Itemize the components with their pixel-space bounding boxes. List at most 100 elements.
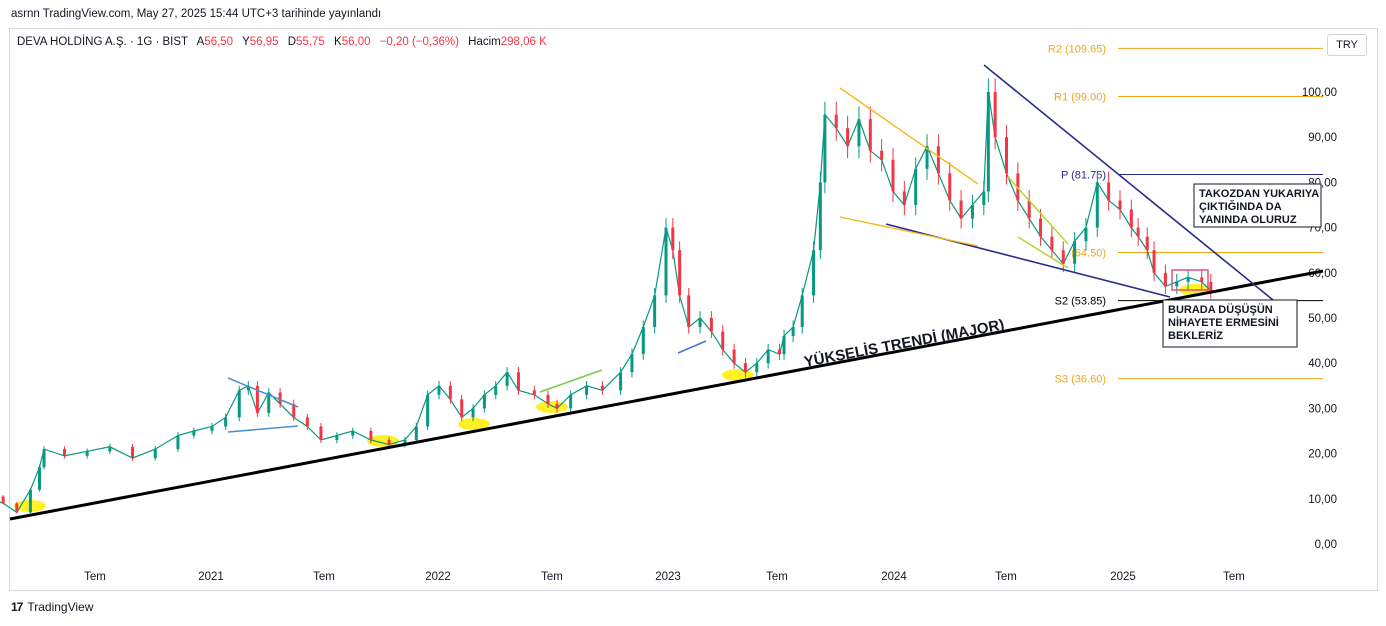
tradingview-logo-text: TradingView: [27, 600, 94, 614]
candle-body: [1027, 200, 1031, 219]
candle-body: [62, 449, 66, 456]
currency-button[interactable]: TRY: [1327, 34, 1367, 56]
pivot-label: R1 (99.00): [1054, 92, 1106, 104]
candle-body: [993, 92, 997, 138]
candle-body: [868, 119, 872, 151]
candle-body: [569, 394, 573, 409]
candle-body: [28, 489, 32, 513]
pivot-label: P (81.75): [1061, 169, 1106, 181]
pattern-line: [227, 377, 299, 408]
candle-body: [1129, 209, 1133, 228]
pivot-label: S3 (36.60): [1055, 374, 1106, 386]
candle-body: [305, 417, 309, 427]
candle-body: [437, 385, 441, 395]
candle-body: [891, 159, 895, 192]
candle-body: [494, 385, 498, 395]
y-tick-label: 40,00: [1308, 358, 1337, 370]
candle-body: [176, 435, 180, 450]
candle-body: [546, 394, 550, 404]
candle-body: [1136, 227, 1140, 237]
candle-body: [1145, 236, 1149, 251]
candle-body: [732, 349, 736, 364]
pivot-label: (64.50): [1071, 247, 1106, 259]
price-series-line: [0, 91, 1212, 514]
candle-body: [15, 503, 19, 513]
candle-body: [902, 191, 906, 205]
candle-body: [653, 295, 657, 328]
pattern-line: [677, 340, 707, 354]
candle-body: [108, 446, 112, 452]
candle-body: [37, 467, 41, 490]
candle-body: [1050, 236, 1054, 251]
chart-frame: [9, 28, 1378, 591]
x-tick-label: 2022: [425, 571, 451, 583]
pattern-line: [1007, 176, 1069, 245]
candle-body: [278, 392, 282, 404]
note-bottom-line: BURADA DÜŞÜŞÜN: [1168, 303, 1273, 316]
symbol-name[interactable]: DEVA HOLDİNG A.Ş. · 1G · BIST: [17, 36, 189, 48]
note-bottom-line: NİHAYETE ERMESİNİ: [1168, 316, 1279, 329]
candle-body: [986, 92, 990, 192]
candle-body: [925, 146, 929, 169]
x-tick-label: 2021: [198, 571, 224, 583]
x-tick-label: Tem: [84, 571, 106, 583]
candle-body: [42, 449, 46, 468]
x-tick-label: Tem: [995, 571, 1017, 583]
pattern-line: [1017, 236, 1069, 269]
volume-value: 298,06 K: [500, 36, 547, 48]
candle-body: [687, 295, 691, 328]
candle-body: [516, 372, 520, 391]
note-top-box: [1193, 183, 1322, 228]
candle-body: [778, 349, 781, 355]
candle-body: [1073, 241, 1077, 264]
candle-body: [812, 250, 816, 296]
candle-body: [505, 372, 509, 386]
candle-body: [936, 146, 940, 174]
open-label: A: [196, 36, 205, 48]
candle-body: [448, 385, 452, 400]
candle-body: [709, 318, 713, 332]
candle-body: [1084, 227, 1088, 242]
candle-body: [880, 150, 884, 160]
candle-body: [698, 318, 702, 328]
candle-body: [671, 227, 675, 251]
pattern-line: [227, 425, 299, 433]
candle-body: [743, 363, 747, 373]
x-tick-label: Tem: [766, 571, 788, 583]
candle-body: [131, 446, 135, 459]
candle-body: [1175, 281, 1179, 287]
x-tick-label: 2024: [881, 571, 907, 583]
y-tick-label: 100,00: [1302, 87, 1337, 99]
candle-body: [1061, 250, 1065, 264]
candle-body: [482, 394, 486, 409]
candle-body: [403, 440, 407, 445]
low-label: D: [287, 36, 297, 48]
volume-label: Hacim: [468, 36, 501, 48]
candle-body: [1152, 250, 1156, 273]
candle-body: [471, 408, 475, 418]
tradingview-logo[interactable]: 17 TradingView: [11, 600, 93, 614]
candle-body: [1005, 137, 1008, 174]
published-info: asrnn TradingView.com, May 27, 2025 15:4…: [11, 8, 382, 20]
candle-body: [1095, 182, 1099, 228]
candle-body: [414, 426, 418, 441]
tradingview-mark-icon: 17: [11, 600, 23, 614]
candle-body: [1200, 277, 1204, 282]
y-tick-label: 60,00: [1308, 268, 1337, 280]
candle-body: [619, 372, 623, 391]
candle-body: [210, 426, 214, 431]
candle-body: [292, 403, 296, 418]
candle-body: [630, 354, 634, 373]
candle-body: [369, 431, 373, 441]
candle-body: [1107, 182, 1111, 201]
x-tick-label: 2023: [655, 571, 681, 583]
candle-body: [192, 431, 196, 436]
candle-body: [766, 349, 770, 364]
uptrend-support-line: [9, 269, 1324, 521]
candle-body: [678, 250, 682, 296]
close-label: K: [334, 36, 342, 48]
note-top-line: TAKOZDAN YUKARIYA: [1199, 188, 1319, 200]
pivot-label: R2 (109.65): [1048, 43, 1106, 55]
candle-body: [664, 227, 668, 296]
